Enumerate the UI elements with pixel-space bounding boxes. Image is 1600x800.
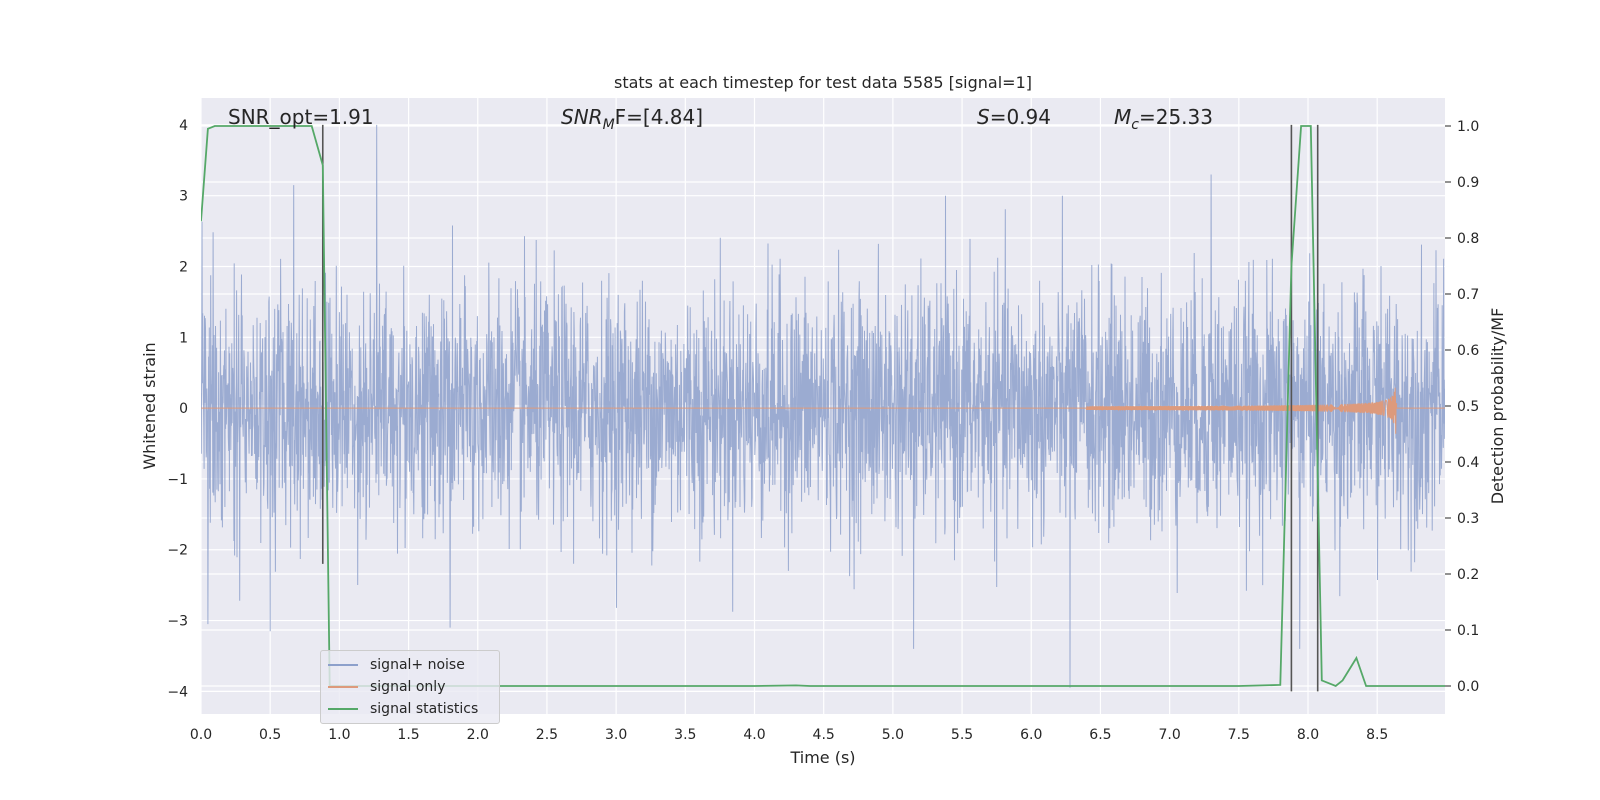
x-tick-label: 1.5 [397, 727, 419, 743]
annotation-mc-sub: c [1131, 117, 1139, 133]
y-left-tick-label: 0 [179, 401, 188, 417]
annotation-mc-prefix: M [1114, 105, 1131, 129]
y-left-tick-label: −1 [167, 472, 188, 488]
legend-swatch-signal-noise [328, 664, 358, 666]
legend-swatch-signal-only [328, 686, 358, 688]
y-right-tick-label: 0.7 [1457, 287, 1479, 303]
y-left-tick-label: 2 [179, 260, 188, 276]
y-left-tick-label: 1 [179, 330, 188, 346]
annotation-snr-mf-sub: M [603, 117, 615, 133]
x-tick-label: 3.0 [605, 727, 627, 743]
signal-noise-series [201, 124, 1445, 688]
y-right-tick-label: 0.6 [1457, 343, 1479, 359]
y-right-tick-label: 0.5 [1457, 399, 1479, 415]
y-right-tick-label: 0.0 [1457, 679, 1479, 695]
legend-label-signal-noise: signal+ noise [370, 657, 465, 673]
y-right-tick-label: 0.8 [1457, 231, 1479, 247]
legend-item-signal-only: signal only [321, 676, 445, 698]
signal-only-series [201, 387, 1445, 434]
y-right-tick-label: 0.3 [1457, 511, 1479, 527]
y-left-axis-ticks: 4 3 2 1 0 −1 −2 −3 −4 [167, 118, 188, 700]
signal-statistics-series [201, 125, 1445, 688]
x-tick-label: 5.0 [882, 727, 904, 743]
y-left-axis-label: Whitened strain [140, 342, 159, 469]
y-left-tick-label: 4 [179, 118, 188, 134]
x-tick-label: 3.5 [674, 727, 696, 743]
x-tick-label: 6.0 [1020, 727, 1042, 743]
x-axis-ticks: 0.0 0.5 1.0 1.5 2.0 2.5 3.0 3.5 4.0 4.5 5.0 5.5 6.0 6… [190, 727, 1388, 743]
annotation-snr-mf-prefix: SNR [561, 105, 603, 129]
y-right-tick-label: 0.9 [1457, 175, 1479, 191]
y-right-tick-label: 1.0 [1457, 119, 1479, 135]
legend-label-signal-only: signal only [370, 679, 446, 695]
y-left-tick-label: −2 [167, 543, 188, 559]
x-tick-label: 4.0 [743, 727, 765, 743]
x-tick-label: 0.0 [190, 727, 212, 743]
y-right-tick-label: 0.4 [1457, 455, 1479, 471]
y-left-tick-label: −4 [167, 684, 188, 700]
annotation-mc: Mc=25.33 [1114, 105, 1213, 133]
y-left-tick-label: −3 [167, 614, 188, 630]
x-tick-label: 7.5 [1228, 727, 1250, 743]
legend: signal+ noise signal only signal statist… [320, 650, 500, 724]
annotation-snr-mf-rest: F=[4.84] [615, 105, 703, 129]
annotation-mc-rest: =25.33 [1139, 105, 1213, 129]
x-tick-label: 2.0 [467, 727, 489, 743]
x-tick-label: 8.5 [1366, 727, 1388, 743]
legend-swatch-signal-statistics [328, 708, 358, 710]
x-axis-label: Time (s) [789, 748, 855, 767]
y-left-tick-label: 3 [179, 189, 188, 205]
legend-item-signal-noise: signal+ noise [321, 654, 465, 676]
y-right-tick-label: 0.2 [1457, 567, 1479, 583]
annotation-snr-opt: SNR_opt=1.91 [228, 105, 374, 129]
y-right-axis-label: Detection probability/MF [1488, 308, 1507, 505]
x-tick-label: 7.0 [1158, 727, 1180, 743]
y-right-axis-ticks: 1.0 0.9 0.8 0.7 0.6 0.5 0.4 0.3 0.2 0.1 0.0 [1445, 119, 1479, 695]
x-tick-label: 2.5 [536, 727, 558, 743]
legend-item-signal-statistics: signal statistics [321, 698, 478, 720]
plot-content [201, 124, 1445, 692]
chart-title: stats at each timestep for test data 558… [614, 73, 1032, 92]
annotation-s-rest: =0.94 [990, 105, 1051, 129]
y-right-tick-label: 0.1 [1457, 623, 1479, 639]
annotation-s: S=0.94 [977, 105, 1051, 129]
x-tick-label: 5.5 [951, 727, 973, 743]
annotation-s-prefix: S [977, 105, 990, 129]
annotation-snr-mf: SNRMF=[4.84] [561, 105, 703, 133]
legend-label-signal-statistics: signal statistics [370, 701, 479, 717]
x-tick-label: 1.0 [328, 727, 350, 743]
x-tick-label: 8.0 [1297, 727, 1319, 743]
x-tick-label: 6.5 [1089, 727, 1111, 743]
x-tick-label: 0.5 [259, 727, 281, 743]
x-tick-label: 4.5 [813, 727, 835, 743]
